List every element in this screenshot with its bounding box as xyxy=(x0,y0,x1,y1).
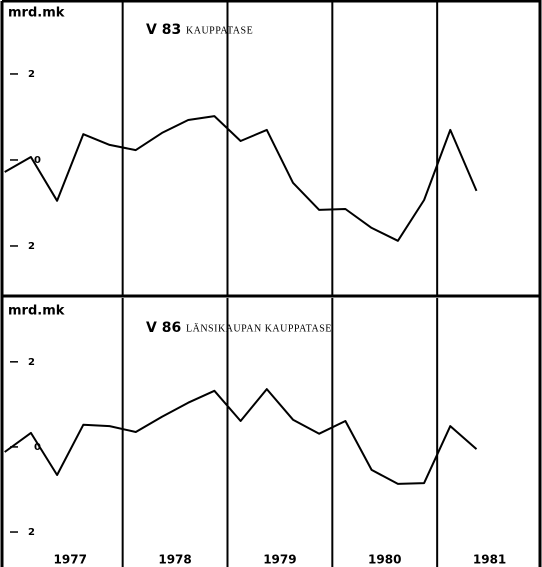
x-tick-label: 1981 xyxy=(473,553,506,567)
data-line xyxy=(4,388,478,485)
x-tick-label: 1977 xyxy=(54,553,87,567)
y-tick-label: 2 xyxy=(28,357,35,368)
data-line xyxy=(4,115,478,242)
x-tick-label: 1980 xyxy=(368,553,401,567)
title-code: V 83 xyxy=(146,22,181,38)
x-tick-label: 1978 xyxy=(158,553,191,567)
y-axis-label: mrd.mk xyxy=(8,6,65,21)
x-tick-label: 1979 xyxy=(263,553,296,567)
chart-title: LÄNSIKAUPAN KAUPPATASE xyxy=(186,322,332,334)
y-tick-label: 2 xyxy=(28,69,35,80)
y-tick-label: 0 xyxy=(34,155,41,166)
y-tick-label: 2 xyxy=(28,241,35,252)
y-tick-label: 2 xyxy=(28,527,35,538)
y-axis-label: mrd.mk xyxy=(8,304,65,319)
chart-title: KAUPPATASE xyxy=(186,25,253,36)
title-code: V 86 xyxy=(146,320,181,336)
y-tick-label: 0 xyxy=(34,442,41,453)
